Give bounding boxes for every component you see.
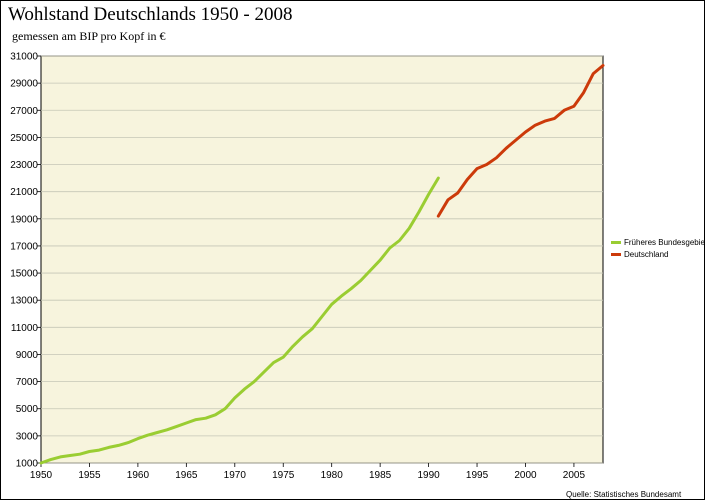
legend-swatch <box>611 240 621 244</box>
legend-swatch <box>611 252 621 256</box>
source-note: Quelle: Statistisches Bundesamt <box>566 490 682 499</box>
y-tick-label: 17000 <box>10 241 38 252</box>
y-tick-label: 9000 <box>16 350 39 361</box>
y-tick-label: 5000 <box>16 404 39 415</box>
y-tick-label: 1000 <box>16 459 39 470</box>
x-tick-label: 1975 <box>272 470 295 481</box>
y-tick-label: 7000 <box>16 377 39 388</box>
legend-item-frueheres-bundesgebiet: Früheres Bundesgebiet <box>611 236 705 248</box>
y-tick-label: 11000 <box>11 323 39 334</box>
legend-label: Früheres Bundesgebiet <box>624 237 705 247</box>
y-tick-label: 13000 <box>10 296 38 307</box>
y-tick-label: 27000 <box>10 106 38 117</box>
x-tick-label: 1970 <box>224 470 247 481</box>
series-line-frueheres-bundesgebiet <box>39 176 440 465</box>
plot-area <box>40 55 604 464</box>
x-tick-label: 1965 <box>175 470 198 481</box>
y-tick-label: 25000 <box>10 133 38 144</box>
x-tick-label: 1985 <box>369 470 392 481</box>
x-tick-label: 1980 <box>321 470 344 481</box>
series-line-deutschland <box>436 64 605 218</box>
x-tick-label: 1995 <box>466 470 489 481</box>
x-tick-label: 1950 <box>30 470 53 481</box>
chart-subtitle: gemessen am BIP pro Kopf in € <box>12 29 166 43</box>
y-tick-label: 31000 <box>10 52 38 63</box>
y-tick-label: 23000 <box>10 160 38 171</box>
x-tick-label: 1990 <box>417 470 440 481</box>
x-tick-label: 2005 <box>563 470 586 481</box>
y-tick-label: 19000 <box>10 214 38 225</box>
y-tick-label: 29000 <box>10 79 38 90</box>
legend-item-deutschland: Deutschland <box>611 248 705 260</box>
y-tick-label: 15000 <box>10 269 38 280</box>
y-tick-label: 21000 <box>10 187 38 198</box>
legend: Früheres Bundesgebiet Deutschland <box>611 236 705 260</box>
legend-label: Deutschland <box>624 249 669 259</box>
x-tick-label: 1960 <box>127 470 150 481</box>
chart-title: Wohlstand Deutschlands 1950 - 2008 <box>8 4 293 25</box>
x-tick-label: 2000 <box>514 470 537 481</box>
x-tick-label: 1955 <box>78 470 101 481</box>
y-tick-label: 3000 <box>16 431 39 442</box>
